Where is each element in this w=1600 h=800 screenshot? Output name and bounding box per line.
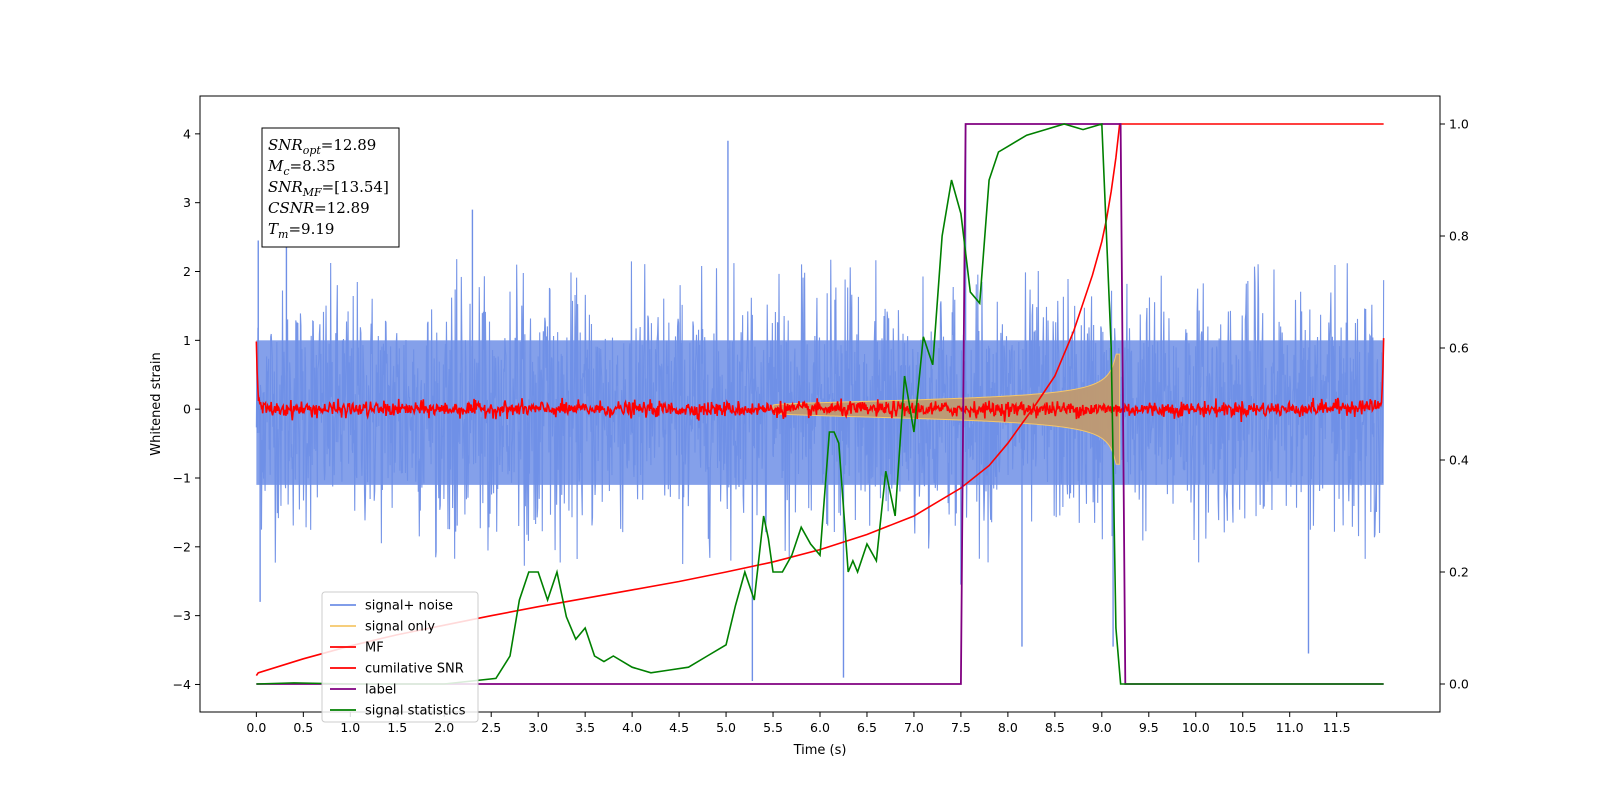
x-axis-label: Time (s) [793, 743, 847, 758]
x-tick-label: 5.5 [763, 720, 783, 735]
x-tick-label: 7.0 [904, 720, 924, 735]
x-tick-label: 4.5 [669, 720, 689, 735]
x-tick-label: 7.5 [951, 720, 971, 735]
x-tick-label: 2.5 [481, 720, 501, 735]
x-tick-label: 11.0 [1276, 720, 1304, 735]
x-tick-label: 9.5 [1139, 720, 1159, 735]
y-right-tick-label: 0.6 [1449, 341, 1469, 356]
x-tick-label: 0.5 [293, 720, 313, 735]
series-signal-statistics [256, 122, 1384, 685]
x-tick-label: 6.5 [857, 720, 877, 735]
y-left-tick-label: −1 [173, 470, 191, 485]
legend-label: signal only [365, 620, 435, 635]
annotation-frame [261, 127, 400, 248]
y-left-tick-label: −4 [173, 677, 191, 692]
legend-label: signal+ noise [365, 599, 453, 614]
y-right-tick-label: 0.8 [1449, 229, 1469, 244]
y-left-tick-label: 0 [183, 402, 191, 417]
y-left-tick-label: −3 [173, 608, 191, 623]
y-right-tick-label: 0.4 [1449, 453, 1469, 468]
legend-label: label [365, 683, 396, 698]
series-mf [255, 338, 1385, 423]
y-left-tick-label: 2 [183, 264, 191, 279]
legend: signal+ noise signal only MF cumilative SNR… [321, 591, 479, 723]
y-right-tick-label: 1.0 [1449, 117, 1469, 132]
x-tick-label: 1.5 [387, 720, 407, 735]
annotation-line: Tm=9.19 [268, 220, 334, 241]
annotation-line: SNRopt=12.89 [268, 136, 376, 157]
y-left-tick-label: 1 [183, 333, 191, 348]
legend-label: signal statistics [365, 704, 466, 719]
y-left-tick-label: 4 [183, 126, 191, 141]
x-tick-label: 4.0 [622, 720, 642, 735]
series-layer [255, 122, 1385, 685]
annotation-line: Mc=8.35 [267, 157, 336, 178]
x-tick-label: 3.0 [528, 720, 548, 735]
legend-label: cumilative SNR [365, 662, 464, 677]
x-tick-label: 1.0 [340, 720, 360, 735]
y-left-tick-label: −2 [173, 539, 191, 554]
y-axis-label-left: Whitened strain [149, 352, 164, 455]
x-tick-label: 5.0 [716, 720, 736, 735]
y-right-tick-label: 0.2 [1449, 565, 1469, 580]
x-tick-label: 6.0 [810, 720, 830, 735]
x-tick-label: 8.5 [1045, 720, 1065, 735]
x-tick-label: 8.0 [998, 720, 1018, 735]
signal-only-envelope [772, 353, 1121, 465]
series-signal-only [772, 353, 1121, 465]
legend-label: MF [365, 641, 384, 656]
axes-layer: 0.0 0.5 1.0 1.5 2.0 2.5 3.0 3.5 4.0 4.5 5.0 5.5 6.0 6… [173, 117, 1469, 736]
x-tick-label: 11.5 [1323, 720, 1351, 735]
x-tick-label: 3.5 [575, 720, 595, 735]
y-left-tick-label: 3 [183, 195, 191, 210]
signal-statistics-line [256, 122, 1384, 685]
x-tick-label: 2.0 [434, 720, 454, 735]
mf-line [255, 338, 1385, 423]
y-right-tick-label: 0.0 [1449, 677, 1469, 692]
annotation-line: CSNR=12.89 [268, 199, 370, 217]
annotation-box: SNRopt=12.89Mc=8.35SNRMF=[13.54]CSNR=12.… [261, 127, 400, 248]
x-tick-label: 0.0 [246, 720, 266, 735]
x-tick-label: 9.0 [1092, 720, 1112, 735]
x-tick-label: 10.5 [1229, 720, 1257, 735]
legend-frame [321, 591, 479, 723]
x-tick-label: 10.0 [1182, 720, 1210, 735]
annotation-line: SNRMF=[13.54] [268, 178, 389, 199]
